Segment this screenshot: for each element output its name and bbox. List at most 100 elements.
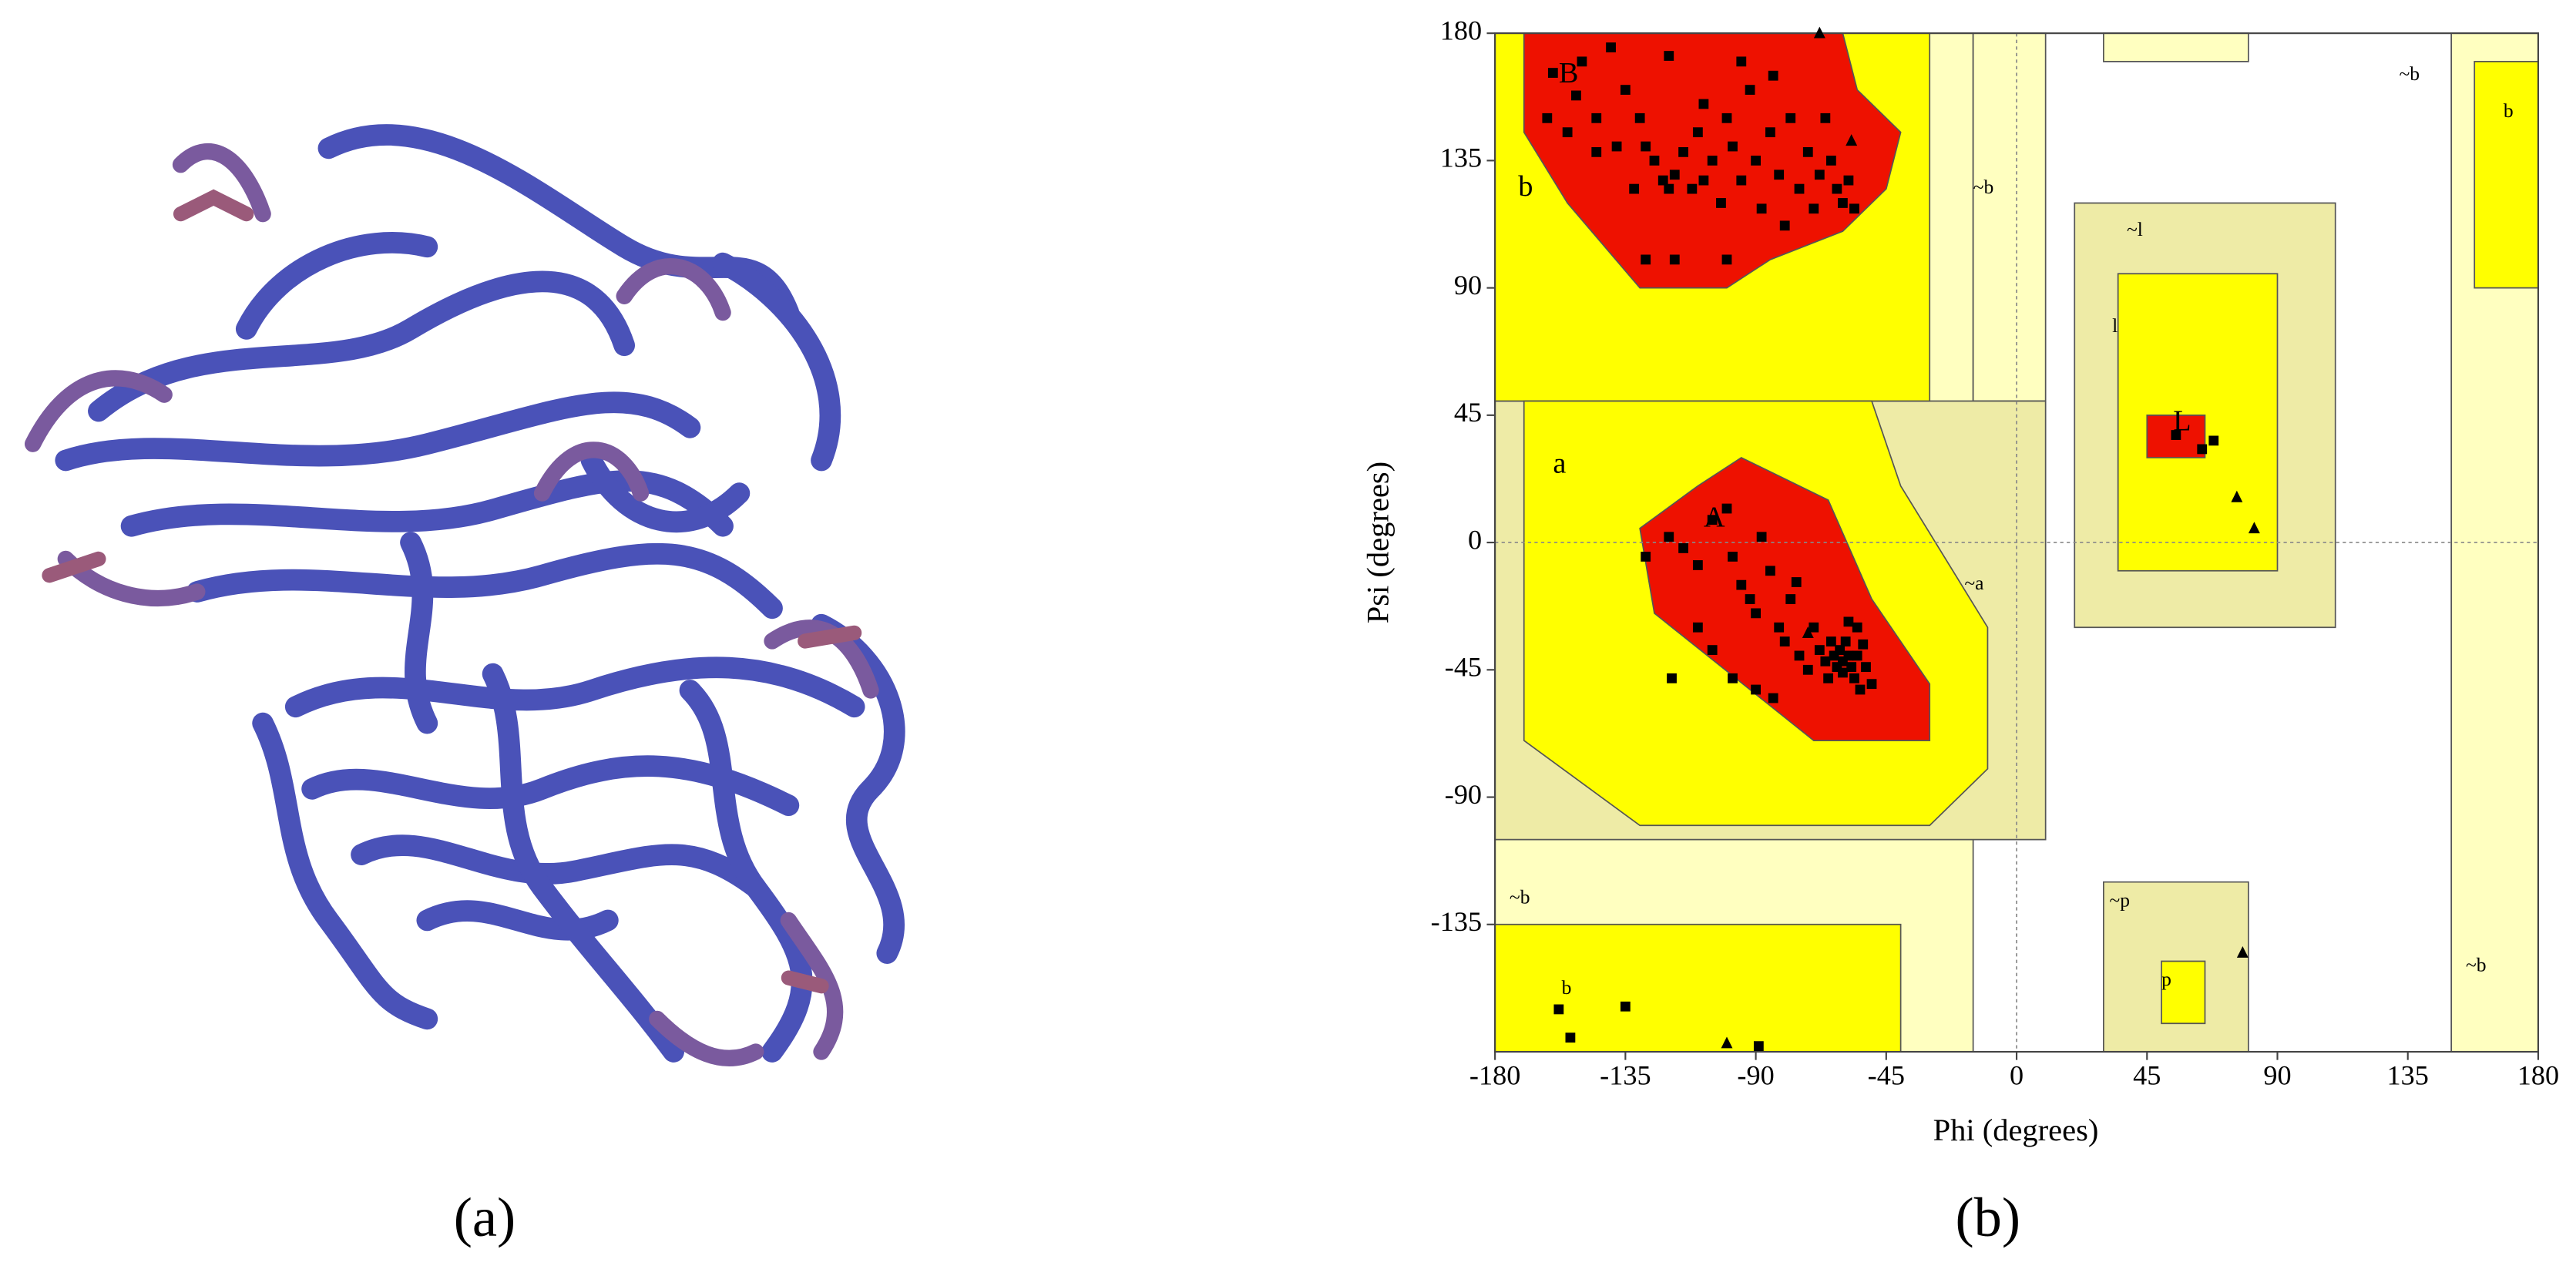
residue-point: [1641, 552, 1651, 562]
residue-point: [1553, 1004, 1564, 1015]
region-label: ~p: [2109, 888, 2130, 911]
residue-point: [1843, 175, 1854, 186]
residue-point: [1707, 645, 1718, 656]
residue-point: [1736, 56, 1747, 67]
residue-point: [1825, 155, 1836, 166]
residue-point: [1855, 684, 1866, 695]
residue-point: [1756, 532, 1767, 542]
region-label: B: [1559, 57, 1579, 89]
region-label: ~l: [2127, 218, 2143, 240]
residue-point: [1768, 70, 1778, 81]
glycine-point: [2248, 522, 2260, 534]
residue-point: [1692, 560, 1703, 570]
residue-point: [1606, 42, 1616, 52]
residue-point: [2197, 444, 2208, 455]
residue-point: [1728, 141, 1738, 152]
residue-point: [1809, 203, 1819, 214]
residue-point: [1669, 170, 1680, 180]
residue-point: [1751, 608, 1761, 619]
region-label: ~b: [2399, 62, 2420, 85]
residue-point: [1721, 503, 1732, 514]
residue-point: [1774, 622, 1785, 633]
residue-point: [1721, 254, 1732, 265]
residue-point: [1698, 99, 1709, 109]
x-tick-label: 90: [2263, 1060, 2291, 1091]
residue-point: [1629, 183, 1640, 194]
x-tick-label: -180: [1469, 1060, 1520, 1091]
residue-point: [1591, 146, 1602, 157]
residue-point: [1577, 56, 1587, 67]
residue-point: [2208, 435, 2219, 446]
residue-point: [1678, 543, 1688, 553]
residue-point: [1669, 254, 1680, 265]
residue-point: [1785, 594, 1796, 604]
allowed-region: [2161, 960, 2206, 1025]
residue-point: [1664, 532, 1674, 542]
residue-point: [1794, 650, 1805, 661]
residue-point: [1736, 579, 1747, 590]
region-label: ~b: [1510, 886, 1530, 908]
residue-point: [1774, 170, 1785, 180]
protein-ribbon: [24, 124, 905, 1066]
glycine-point: [1813, 26, 1825, 39]
region-label: a: [1553, 448, 1566, 480]
residue-point: [1692, 127, 1703, 138]
residue-point: [1641, 254, 1651, 265]
region-label: ~a: [1964, 572, 1983, 594]
residue-point: [1852, 650, 1862, 661]
residue-point: [1698, 175, 1709, 186]
residue-point: [1802, 664, 1813, 675]
residue-point: [1664, 51, 1674, 61]
residue-point: [1866, 679, 1877, 690]
residue-point: [1611, 141, 1622, 152]
residue-point: [1707, 155, 1718, 166]
residue-point: [1751, 155, 1761, 166]
residue-point: [1753, 1041, 1764, 1052]
region-label: ~b: [1973, 176, 1994, 198]
residue-point: [1667, 673, 1677, 683]
residue-point: [1620, 1001, 1631, 1012]
residue-point: [1745, 85, 1755, 95]
residue-point: [1814, 170, 1825, 180]
region-label: L: [2173, 405, 2191, 438]
residue-point: [1814, 645, 1825, 656]
residue-point: [1765, 127, 1775, 138]
residue-point: [1562, 127, 1573, 138]
residue-point: [1745, 594, 1755, 604]
residue-point: [1716, 198, 1726, 208]
y-tick-label: -135: [1431, 906, 1482, 937]
region-label: b: [1562, 976, 1572, 999]
region-label: b: [2504, 99, 2514, 122]
x-tick-label: -135: [1600, 1060, 1651, 1091]
ramachandran-plot: BbAaLl~l~b~a~ppb~b~bb~b-180-135-90-45045…: [1431, 15, 2559, 1090]
y-tick-label: 45: [1454, 397, 1482, 428]
residue-point: [1542, 112, 1553, 123]
y-tick-label: 90: [1454, 270, 1482, 301]
residue-point: [1756, 203, 1767, 214]
residue-point: [1751, 684, 1761, 695]
x-tick-label: -90: [1737, 1060, 1774, 1091]
generous-region: [1972, 32, 2047, 402]
residue-point: [1802, 146, 1813, 157]
x-tick-label: 180: [2517, 1060, 2559, 1091]
allowed-region: [1494, 923, 1902, 1053]
residue-point: [1707, 515, 1718, 525]
x-tick-label: 135: [2387, 1060, 2429, 1091]
y-tick-label: -45: [1445, 652, 1482, 683]
residue-point: [1843, 616, 1854, 627]
residue-point: [1820, 656, 1831, 667]
glycine-point: [1846, 134, 1858, 146]
residue-point: [1779, 636, 1790, 646]
residue-point: [1794, 183, 1805, 194]
residue-point: [1858, 639, 1869, 650]
residue-point: [1571, 90, 1581, 101]
residue-point: [1838, 667, 1848, 678]
glycine-point: [1802, 626, 1814, 638]
residue-point: [1849, 673, 1859, 683]
residue-point: [1852, 622, 1862, 633]
allowed-region: [2474, 61, 2539, 289]
residue-point: [1634, 112, 1645, 123]
residue-point: [1765, 566, 1775, 576]
